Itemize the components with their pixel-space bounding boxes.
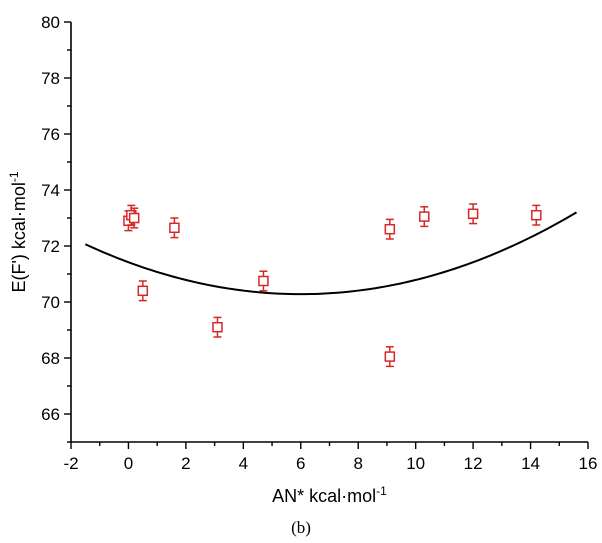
- figure-caption: (b): [291, 518, 311, 537]
- y-tick-label: 68: [41, 349, 60, 368]
- data-point: [531, 204, 542, 226]
- y-tick-label: 70: [41, 293, 60, 312]
- data-point: [384, 218, 396, 240]
- data-point: [419, 206, 430, 228]
- data-point: [137, 280, 149, 302]
- y-axis-label: E(F') kcal·mol-1: [7, 171, 29, 292]
- y-tick-label: 76: [41, 125, 60, 144]
- square-marker: [419, 211, 430, 222]
- x-tick-label: 8: [353, 454, 362, 473]
- y-tick-label: 80: [41, 13, 60, 32]
- y-tick-label: 78: [41, 69, 60, 88]
- x-ticks: -2 0 2 4 6 8 10 12 14 16: [63, 442, 597, 473]
- square-marker: [384, 223, 396, 235]
- data-points: [123, 203, 542, 368]
- square-marker: [169, 222, 180, 234]
- x-axis-label-exponent: -1: [376, 484, 387, 498]
- square-marker: [137, 285, 149, 297]
- square-marker: [212, 321, 223, 333]
- square-marker: [467, 208, 479, 220]
- square-marker: [128, 212, 140, 224]
- y-axis-label-exponent: -1: [7, 171, 21, 182]
- data-point: [169, 217, 180, 239]
- x-tick-label: 14: [521, 454, 540, 473]
- y-tick-label: 66: [41, 405, 60, 424]
- x-tick-label: 4: [239, 454, 248, 473]
- x-tick-label: 6: [296, 454, 305, 473]
- x-tick-label: 12: [464, 454, 483, 473]
- x-axis-label: AN* kcal·mol-1: [272, 484, 387, 506]
- data-point: [212, 316, 223, 338]
- y-ticks: 66 68 70 72 74 76 78 80: [41, 13, 71, 443]
- data-point: [467, 203, 479, 225]
- data-point: [258, 270, 269, 292]
- x-tick-label: 2: [181, 454, 190, 473]
- square-marker: [384, 351, 396, 362]
- x-tick-label: 10: [406, 454, 425, 473]
- square-marker: [258, 275, 269, 287]
- y-tick-label: 72: [41, 237, 60, 256]
- y-tick-label: 74: [41, 181, 60, 200]
- x-tick-label: -2: [63, 454, 78, 473]
- x-tick-label: 16: [579, 454, 598, 473]
- x-tick-label: 0: [124, 454, 133, 473]
- data-point: [128, 207, 140, 229]
- square-marker: [531, 209, 542, 221]
- fit-curve: [84, 211, 578, 296]
- data-point: [384, 346, 396, 368]
